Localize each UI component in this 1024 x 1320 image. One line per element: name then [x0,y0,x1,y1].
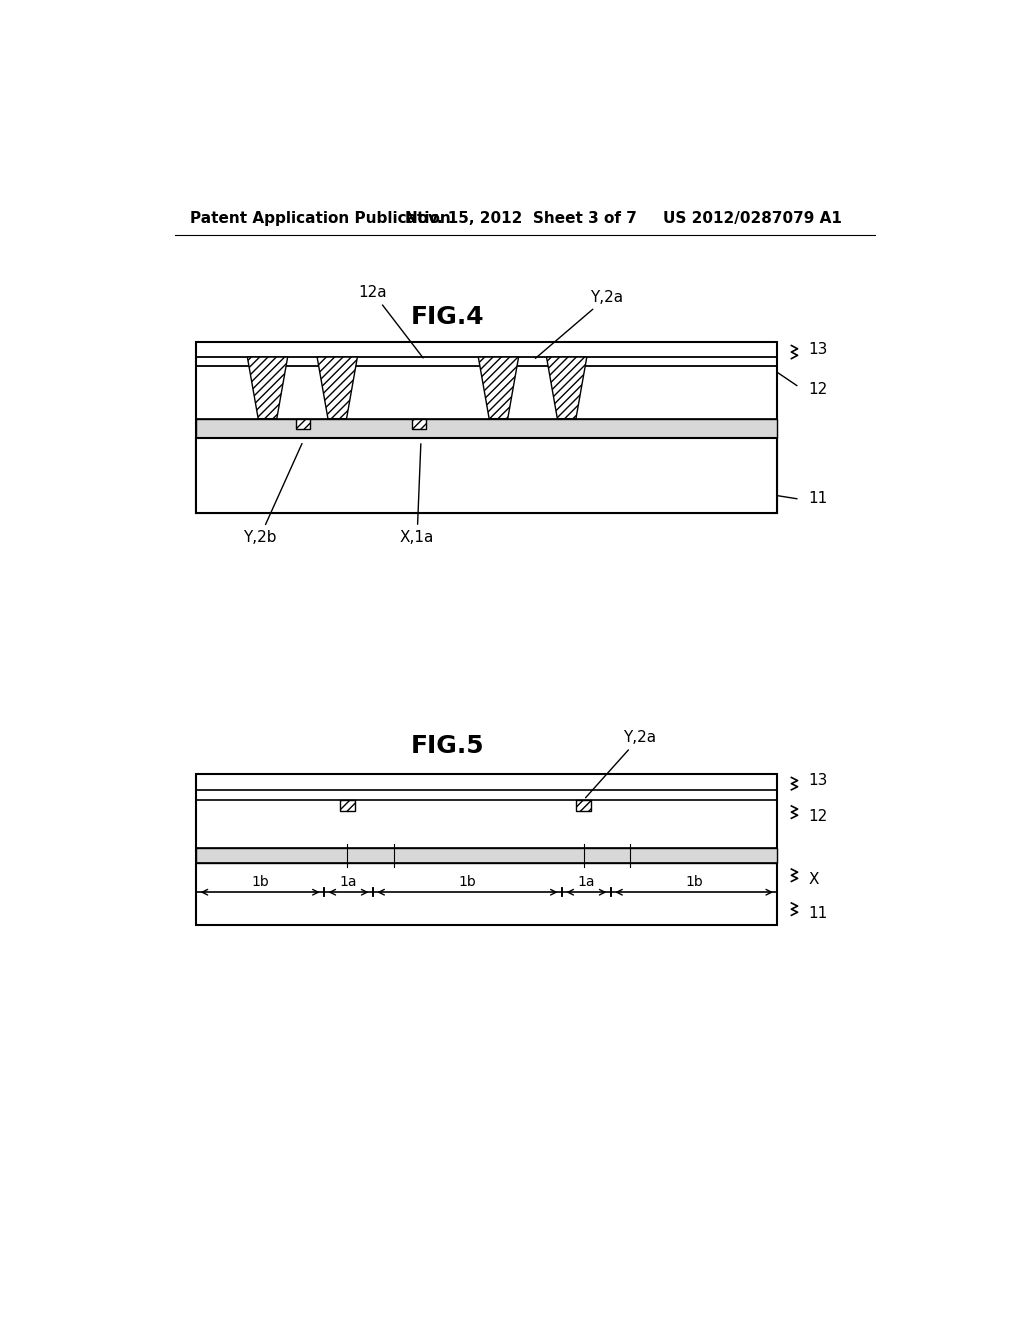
Text: 1b: 1b [459,875,476,890]
Text: Y,2a: Y,2a [536,289,624,358]
Bar [197,775,777,924]
Text: Y,2a: Y,2a [586,730,656,797]
Polygon shape [478,358,518,418]
Text: 1b: 1b [685,875,703,890]
Text: 12: 12 [809,809,827,824]
Bar [197,418,777,438]
Bar [575,800,592,810]
Text: Patent Application Publication: Patent Application Publication [190,211,451,226]
Text: US 2012/0287079 A1: US 2012/0287079 A1 [663,211,842,226]
Text: 12a: 12a [358,285,423,358]
Text: 11: 11 [809,907,827,921]
Text: X: X [809,873,819,887]
Bar [197,438,777,512]
Polygon shape [317,358,357,418]
Text: Y,2b: Y,2b [243,444,302,545]
Polygon shape [248,358,288,418]
Text: FIG.5: FIG.5 [411,734,484,759]
Polygon shape [547,358,587,418]
Text: 12: 12 [809,381,827,397]
Text: 1b: 1b [251,875,269,890]
Text: X,1a: X,1a [400,444,434,545]
Text: FIG.4: FIG.4 [411,305,484,329]
Text: 13: 13 [809,774,827,788]
Bar [296,418,310,429]
Bar [197,847,777,863]
Text: Nov. 15, 2012  Sheet 3 of 7: Nov. 15, 2012 Sheet 3 of 7 [406,211,637,226]
Bar [197,847,777,863]
Text: 1a: 1a [340,875,357,890]
Text: 1a: 1a [578,875,595,890]
Text: 11: 11 [809,491,827,507]
Bar [197,342,777,512]
Bar [197,418,777,438]
Text: 13: 13 [809,342,827,356]
Bar [413,418,426,429]
Bar [340,800,355,810]
